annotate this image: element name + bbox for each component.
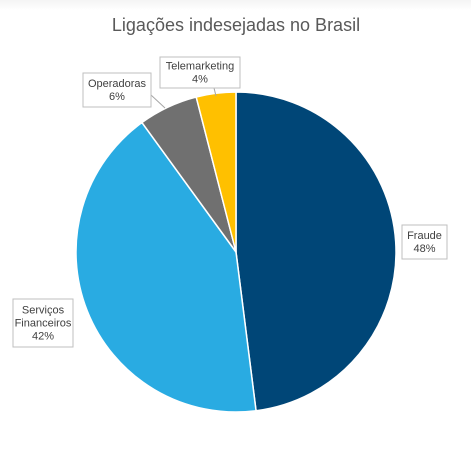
data-label-name: Operadoras [88, 78, 147, 90]
data-label-name: Serviços [22, 305, 65, 317]
data-label-value: 48% [413, 243, 435, 255]
pie-slices [75, 91, 397, 413]
leader-line-operadoras [150, 94, 166, 109]
data-label-value: 4% [192, 74, 208, 86]
data-label-box [82, 72, 152, 108]
data-label-value: 42% [32, 331, 54, 343]
data-label-box [12, 298, 74, 348]
data-label-box [159, 56, 241, 89]
data-label-name: Financeiros [15, 318, 72, 330]
label-leader-lines [150, 87, 217, 109]
leader-line-telemarketing [213, 87, 217, 97]
data-label-box [401, 224, 448, 260]
chart-title: Ligações indesejadas no Brasil [112, 15, 360, 35]
data-label-value: 6% [109, 91, 125, 103]
pie-slice-servicos-financeiros [75, 121, 257, 413]
data-label-name: Fraude [407, 230, 442, 242]
data-label-name: Telemarketing [166, 61, 234, 73]
pie-slice-fraude [235, 91, 397, 412]
pie-slice-telemarketing [195, 91, 237, 253]
